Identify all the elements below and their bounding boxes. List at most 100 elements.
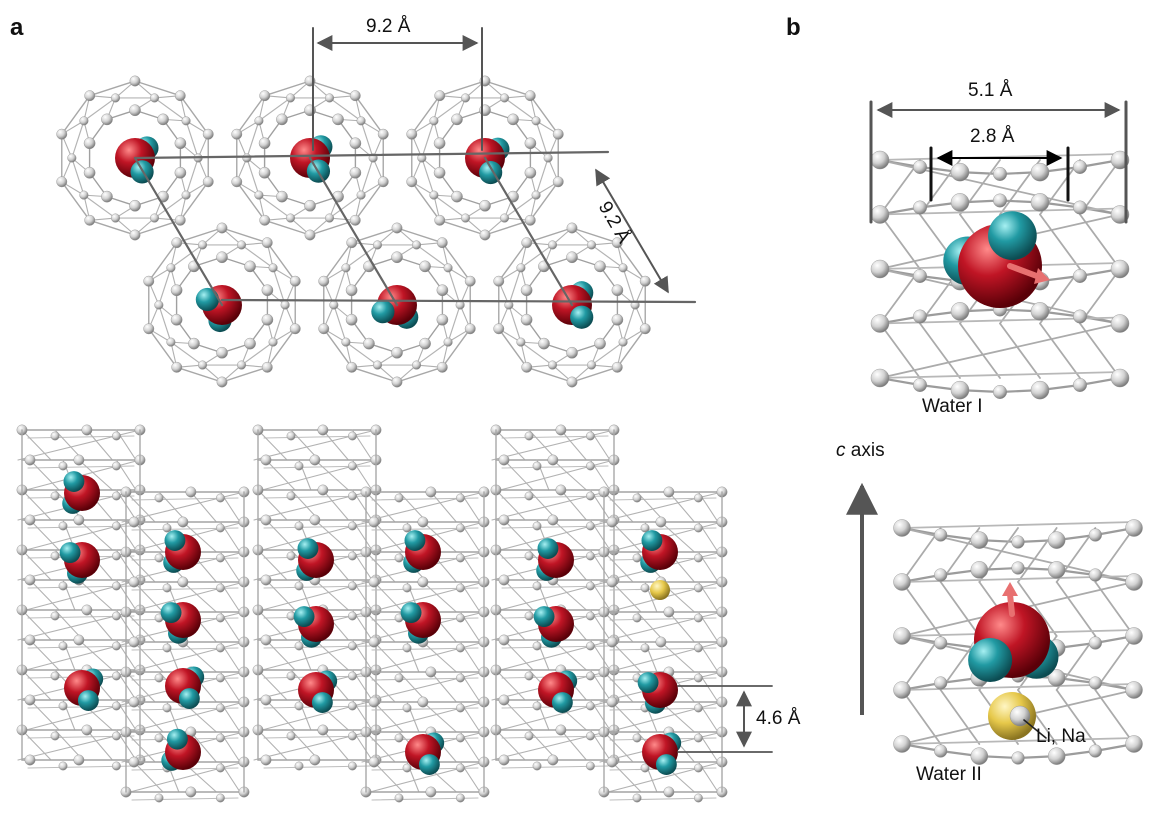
cage-bond <box>503 97 537 122</box>
cage-bond <box>25 579 141 611</box>
cage-atom <box>197 360 207 370</box>
cage-atom <box>231 128 243 140</box>
cage-bond <box>611 581 642 613</box>
cage-bond <box>430 491 457 523</box>
cage-atom <box>377 176 389 188</box>
cage-atom <box>507 113 519 126</box>
cage-atom <box>524 431 534 441</box>
cage-atom <box>433 166 446 179</box>
cage-atom <box>606 636 618 648</box>
cage-bond <box>86 429 113 461</box>
cage-atom <box>101 113 113 126</box>
water-molecule-side <box>293 606 334 648</box>
cage-bond <box>261 579 377 611</box>
cage-atom <box>50 731 60 741</box>
cage-atom <box>215 793 225 803</box>
cage-atom <box>970 531 989 549</box>
cage-atom <box>618 263 628 273</box>
cage-bond <box>182 641 217 673</box>
cage-atom <box>694 703 703 713</box>
cage-atom <box>58 581 68 591</box>
cage-atom <box>417 576 429 588</box>
cage-atom <box>1047 669 1066 687</box>
cage-atom <box>349 137 362 150</box>
cage-atom <box>566 222 578 234</box>
water-molecule-side <box>533 606 574 648</box>
cage-atom <box>632 793 642 803</box>
cage-bond <box>190 731 217 763</box>
cage-atom <box>345 313 358 326</box>
cage-atom <box>460 93 470 103</box>
cage-atom <box>893 735 911 753</box>
cage-atom <box>215 493 225 503</box>
cage-atom <box>870 314 890 333</box>
cage-atom <box>632 733 642 743</box>
cage-bond <box>266 242 296 282</box>
cage-bond <box>182 521 217 553</box>
cage-atom <box>276 190 288 203</box>
cage-atom <box>552 176 564 188</box>
water-molecule-side <box>538 670 578 713</box>
cage-atom <box>112 461 121 471</box>
cage-atom <box>304 229 316 241</box>
cage-atom <box>521 361 533 373</box>
cage-atom <box>368 696 380 708</box>
cage-atom <box>586 461 595 471</box>
cage-atom <box>429 190 439 200</box>
cage-atom <box>215 613 225 623</box>
cage-atom <box>170 284 183 297</box>
cage-atom <box>402 763 412 773</box>
cage-atom <box>950 162 970 182</box>
cage-atom <box>455 583 465 593</box>
cage-atom <box>632 613 642 623</box>
cage-atom <box>83 166 96 179</box>
cage-atom <box>402 583 412 593</box>
cage-atom <box>294 521 304 531</box>
cage-atom <box>606 696 618 708</box>
cage-atom <box>150 213 160 223</box>
cage-bond <box>129 701 245 733</box>
cage-atom <box>166 263 176 273</box>
cage-atom <box>1088 528 1102 542</box>
cage-bond <box>25 699 141 731</box>
cage-bond <box>179 181 209 221</box>
cage-atom <box>24 694 36 706</box>
cage-atom <box>143 323 155 335</box>
cage-bond <box>176 366 223 383</box>
cage-atom <box>970 747 989 765</box>
water-molecule-top <box>371 285 419 329</box>
cage-bond <box>266 328 296 368</box>
cage-atom <box>566 251 578 264</box>
cage-atom <box>406 128 418 140</box>
cage-atom <box>455 793 465 803</box>
cage-atom <box>1011 561 1025 575</box>
cage-atom <box>394 493 404 503</box>
cage-atom <box>694 763 703 773</box>
cage-atom <box>663 786 675 798</box>
cage-bond <box>396 366 443 383</box>
cage-bond <box>495 669 526 701</box>
ion-leader-line <box>1023 719 1047 739</box>
hydrogen-atom <box>293 606 315 628</box>
cage-atom <box>587 360 597 370</box>
cage-atom <box>286 551 296 561</box>
cage-atom <box>618 337 628 347</box>
cage-bond <box>351 366 398 383</box>
cage-atom <box>425 486 437 498</box>
water-molecule-top <box>195 285 242 333</box>
cage-atom <box>639 323 651 335</box>
cage-bond <box>571 366 618 383</box>
cage-bond <box>179 95 209 135</box>
inner-diameter-label: 2.8 Å <box>970 126 1015 147</box>
cage-atom <box>347 521 357 531</box>
hydrogen-atom <box>641 530 663 551</box>
cage-atom <box>1125 573 1143 591</box>
cage-bond <box>422 521 457 553</box>
cage-bond <box>560 429 587 461</box>
cage-atom <box>112 701 121 711</box>
cage-bond <box>21 669 52 701</box>
hydrogen-atom <box>570 305 594 329</box>
cage-bond <box>1055 581 1097 637</box>
hydrogen-atom <box>59 542 81 564</box>
